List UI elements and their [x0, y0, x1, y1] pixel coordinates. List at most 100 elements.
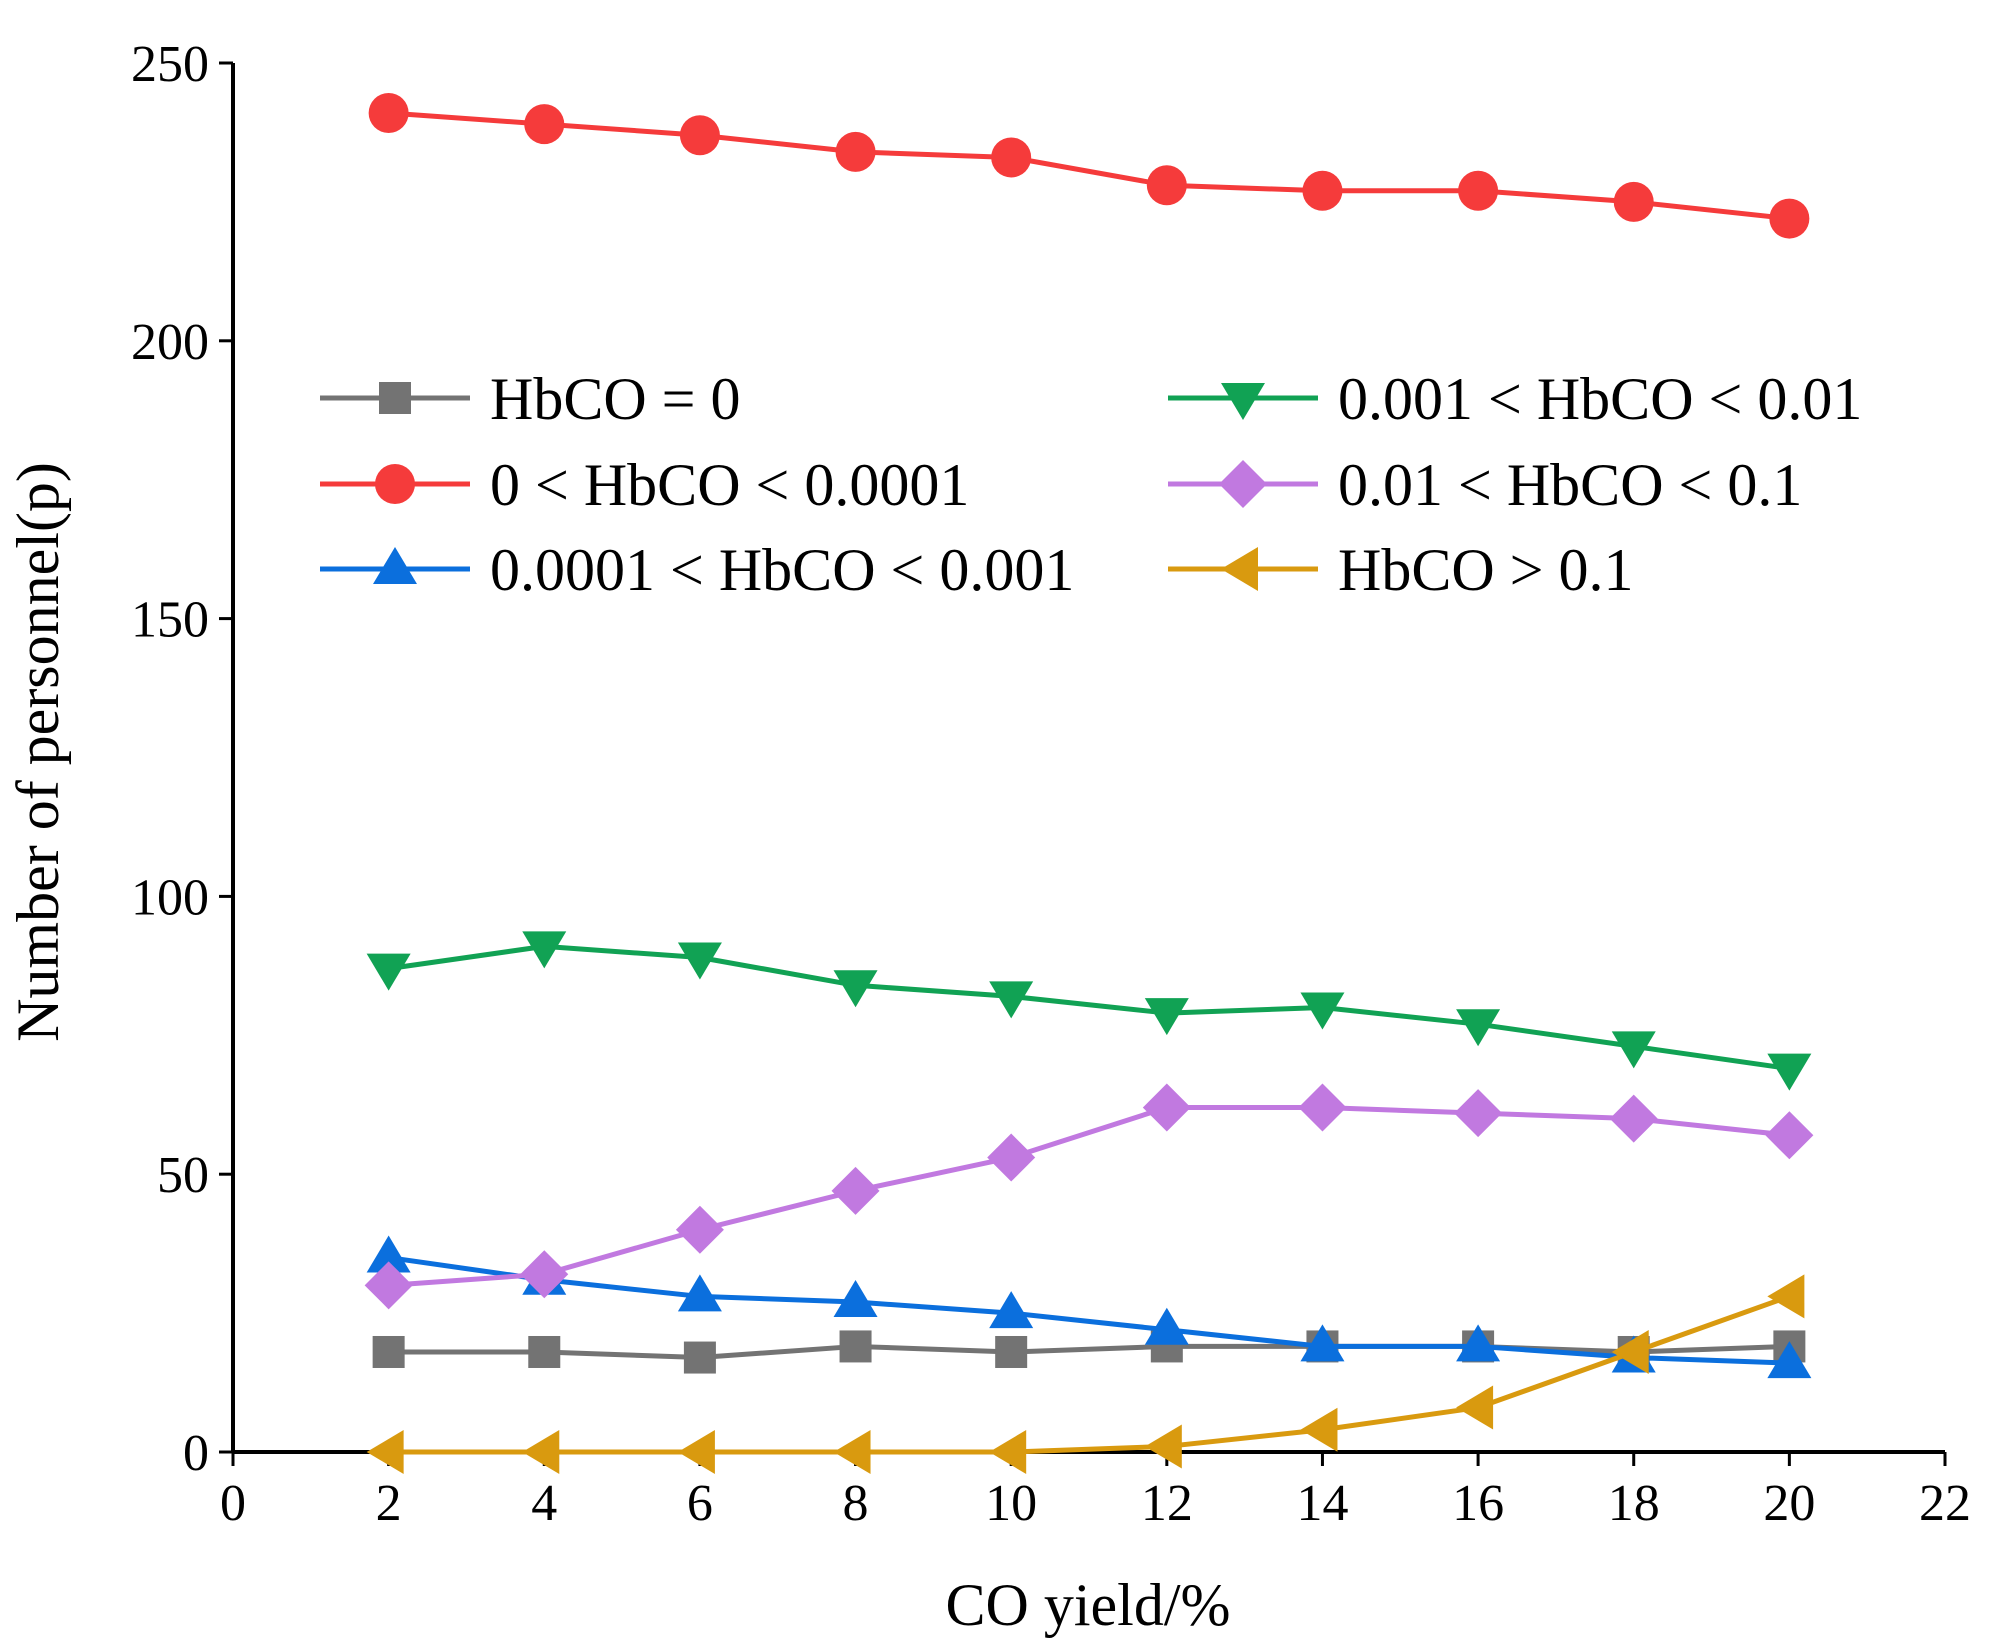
data-point — [1767, 1341, 1812, 1379]
legend-label: 0.001 < HbCO < 0.01 — [1338, 366, 1862, 432]
data-point — [1300, 992, 1345, 1030]
data-point — [989, 1291, 1034, 1329]
data-point — [833, 1430, 871, 1474]
series-line — [388, 110, 1790, 222]
legend-item: 0.01 < HbCO < 0.1 — [1168, 452, 1802, 518]
x-tick-label: 4 — [531, 1475, 557, 1532]
legend-item: 0.001 < HbCO < 0.01 — [1168, 366, 1862, 432]
data-point — [831, 1166, 880, 1215]
data-point — [679, 115, 720, 156]
series-4 — [366, 931, 1812, 1091]
data-point — [366, 1235, 411, 1273]
y-tick-label: 0 — [183, 1425, 209, 1482]
data-point — [675, 1205, 724, 1254]
series-6 — [366, 1274, 1805, 1474]
series-line — [388, 1255, 1790, 1366]
legend-swatch-marker — [379, 382, 411, 414]
data-point — [989, 1430, 1027, 1474]
y-tick-label: 50 — [157, 1147, 209, 1204]
legend-item: HbCO > 0.1 — [1168, 537, 1634, 603]
data-point — [1146, 165, 1187, 206]
data-point — [520, 1250, 569, 1299]
legend: HbCO = 0 0 < HbCO < 0.0001 0.0001 < HbCO <… — [320, 366, 1862, 603]
data-point — [1298, 1083, 1347, 1132]
x-tick-label: 22 — [1919, 1475, 1971, 1532]
data-point — [1454, 1089, 1503, 1138]
data-point — [364, 1261, 413, 1310]
data-point — [1769, 198, 1810, 239]
legend-swatch-marker — [373, 547, 417, 584]
data-point — [1613, 181, 1654, 222]
data-point — [833, 970, 878, 1008]
data-point — [528, 1335, 561, 1368]
data-point — [1144, 1307, 1189, 1345]
data-point — [366, 953, 411, 991]
x-tick-label: 2 — [376, 1475, 402, 1532]
series-line — [388, 1294, 1791, 1455]
data-point — [366, 1430, 404, 1474]
data-point — [1767, 1274, 1805, 1319]
legend-label: 0 < HbCO < 0.0001 — [490, 452, 969, 518]
data-point — [1458, 170, 1499, 211]
series-5 — [364, 1083, 1814, 1310]
data-point — [1144, 1424, 1182, 1469]
data-point — [1300, 1407, 1338, 1452]
axes: 0 2 4 6 8 10 12 14 16 18 20 22 0 50 100 150 200 250 — [131, 36, 1971, 1532]
x-axis-title: CO yield/% — [946, 1572, 1231, 1638]
x-tick-label: 12 — [1141, 1475, 1193, 1532]
data-point — [1611, 1031, 1656, 1069]
data-point — [835, 131, 876, 172]
legend-swatch-marker — [375, 464, 415, 504]
data-point — [1142, 1083, 1191, 1132]
y-tick-label: 150 — [131, 592, 209, 649]
legend-label: HbCO = 0 — [490, 366, 741, 432]
data-point — [1300, 1324, 1345, 1362]
data-point — [368, 93, 409, 134]
legend-item: 0 < HbCO < 0.0001 — [320, 452, 969, 518]
x-tick-label: 16 — [1452, 1475, 1504, 1532]
data-point — [991, 137, 1032, 178]
data-point — [1456, 1009, 1501, 1047]
legend-label: 0.0001 < HbCO < 0.001 — [490, 537, 1074, 603]
data-point — [1609, 1094, 1658, 1143]
x-tick-label: 0 — [220, 1475, 246, 1532]
legend-swatch-marker — [1221, 383, 1265, 420]
y-tick-label: 250 — [131, 36, 209, 93]
y-tick-label: 200 — [131, 314, 209, 371]
data-point — [833, 1279, 878, 1317]
y-axis-title: Number of personnel(p) — [5, 462, 71, 1042]
x-tick-label: 10 — [985, 1475, 1037, 1532]
series-line — [388, 943, 1790, 1072]
series-3 — [366, 1235, 1812, 1379]
x-tick-label: 6 — [687, 1475, 713, 1532]
data-point — [1611, 1329, 1649, 1374]
data-point — [677, 1274, 722, 1312]
data-point — [524, 104, 565, 145]
data-point — [522, 931, 567, 969]
legend-swatch-marker — [1219, 460, 1267, 508]
data-point — [839, 1330, 872, 1363]
legend-item: 0.0001 < HbCO < 0.001 — [320, 537, 1074, 603]
y-tick-label: 100 — [131, 869, 209, 926]
series-layer — [364, 93, 1814, 1474]
x-tick-label: 14 — [1296, 1475, 1348, 1532]
legend-label: HbCO > 0.1 — [1338, 537, 1634, 603]
legend-label: 0.01 < HbCO < 0.1 — [1338, 452, 1802, 518]
data-point — [677, 1430, 715, 1474]
legend-item: HbCO = 0 — [320, 366, 741, 432]
data-point — [1302, 170, 1343, 211]
series-line — [388, 1105, 1790, 1288]
data-point — [1767, 1053, 1812, 1091]
data-point — [1456, 1385, 1494, 1430]
x-tick-label: 20 — [1763, 1475, 1815, 1532]
data-point — [522, 1430, 560, 1474]
data-point — [677, 942, 722, 980]
data-point — [1765, 1111, 1814, 1160]
series-line — [388, 1343, 1790, 1361]
data-point — [1456, 1324, 1501, 1362]
data-point — [683, 1341, 716, 1374]
data-point — [989, 981, 1034, 1019]
legend-swatch-marker — [1221, 547, 1258, 591]
data-point — [995, 1335, 1028, 1368]
x-tick-label: 18 — [1608, 1475, 1660, 1532]
